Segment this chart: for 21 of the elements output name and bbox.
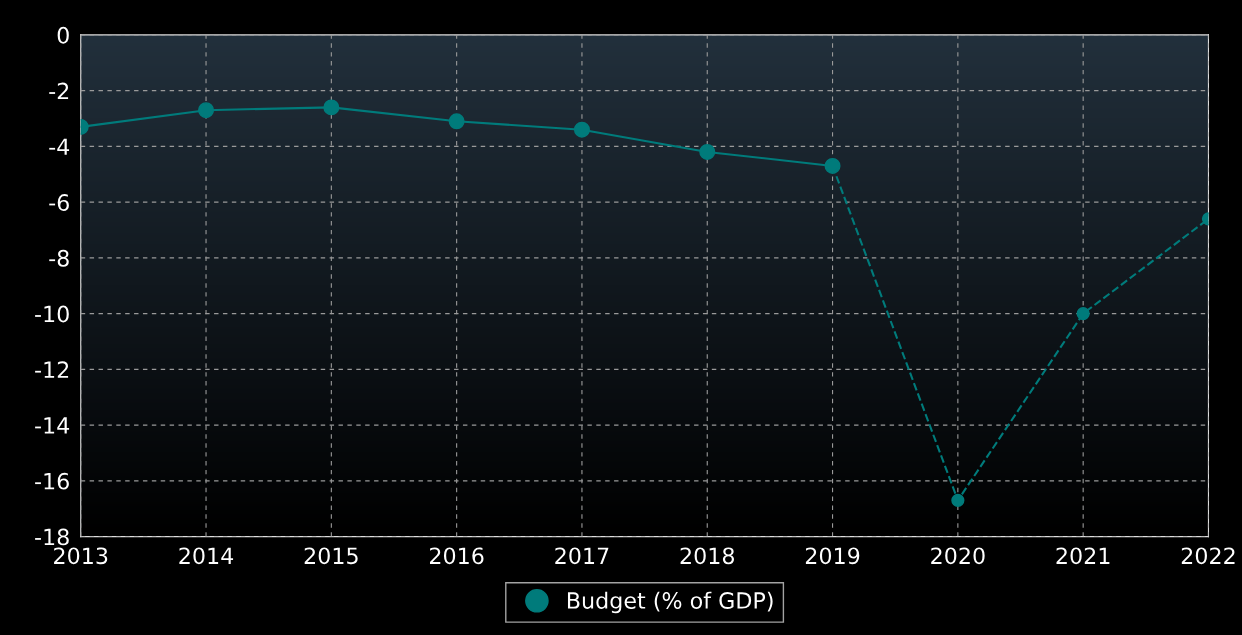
x-tick-label: 2013 [54, 547, 108, 565]
x-tick-label: 2019 [805, 547, 860, 565]
y-tick-label: -2 [49, 82, 69, 100]
y-tick-label: -4 [49, 138, 70, 155]
x-tick-label: 2015 [304, 547, 358, 565]
y-tick-label: -6 [49, 194, 69, 211]
x-tick-label: 2016 [429, 547, 484, 565]
x-tick-label: 2020 [931, 547, 985, 565]
y-tick-label: -8 [49, 249, 69, 267]
y-tick-label: -10 [35, 305, 69, 323]
y-tick-label: -18 [35, 528, 69, 546]
y-tick-label: 0 [57, 26, 69, 44]
legend-label: Budget (% of GDP) [567, 591, 773, 614]
y-tick-label: -12 [35, 361, 69, 378]
x-tick-label: 2014 [179, 547, 234, 565]
y-tick-label: -14 [35, 417, 70, 434]
x-tick-label: 2018 [680, 547, 735, 565]
y-tick-label: -16 [35, 472, 69, 490]
x-tick-label: 2021 [1056, 547, 1110, 565]
x-tick-label: 2017 [555, 547, 609, 565]
x-tick-label: 2022 [1181, 547, 1235, 565]
